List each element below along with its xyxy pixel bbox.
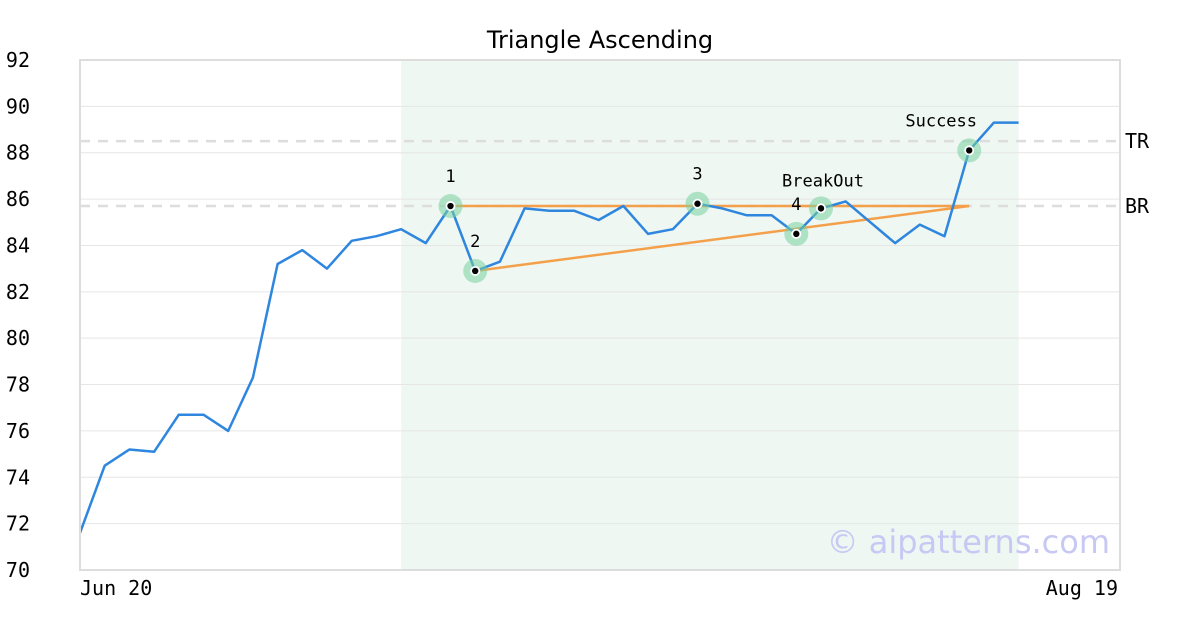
y-tick-label: 88 — [6, 141, 30, 165]
plot-frame — [79, 59, 1121, 571]
point-dot — [472, 267, 479, 275]
point-label: BreakOut — [782, 171, 864, 191]
pattern-region — [401, 61, 1019, 569]
point-label: 2 — [470, 232, 480, 252]
pattern-points: 1 2 3 4 BreakOut Success — [438, 111, 982, 283]
x-tick-end: Aug 19 — [1046, 576, 1118, 600]
point-dot — [447, 202, 454, 210]
y-tick-label: 72 — [6, 512, 30, 536]
point-label: 4 — [791, 195, 801, 215]
y-tick-label: 76 — [6, 419, 30, 443]
point-dot — [793, 230, 800, 238]
point-label: 3 — [692, 165, 702, 185]
grid-lines — [80, 59, 1120, 571]
point-dot — [694, 200, 701, 207]
point-dot — [966, 147, 973, 154]
point-label: Success — [905, 111, 977, 131]
point-label: 1 — [445, 167, 455, 187]
y-tick-label: 74 — [6, 465, 30, 489]
y-tick-label: 78 — [6, 373, 30, 397]
y-tick-label: 80 — [6, 326, 30, 350]
level-label: BR — [1125, 194, 1150, 218]
price-line — [78, 121, 1019, 534]
y-tick-label: 84 — [6, 233, 30, 257]
chart-title: Triangle Ascending — [486, 26, 713, 54]
y-tick-label: 82 — [6, 280, 30, 304]
y-tick-label: 92 — [6, 48, 30, 72]
watermark: © aipatterns.com — [827, 523, 1110, 561]
trendline — [475, 204, 970, 273]
y-tick-label: 86 — [6, 187, 30, 211]
x-tick-start: Jun 20 — [80, 576, 152, 600]
y-tick-label: 70 — [6, 558, 30, 582]
y-tick-label: 90 — [6, 94, 30, 118]
y-axis-ticks: 70 72 74 76 78 80 82 84 86 88 90 92 — [6, 48, 30, 582]
level-label: TR — [1125, 129, 1150, 153]
point-dot — [817, 205, 825, 212]
